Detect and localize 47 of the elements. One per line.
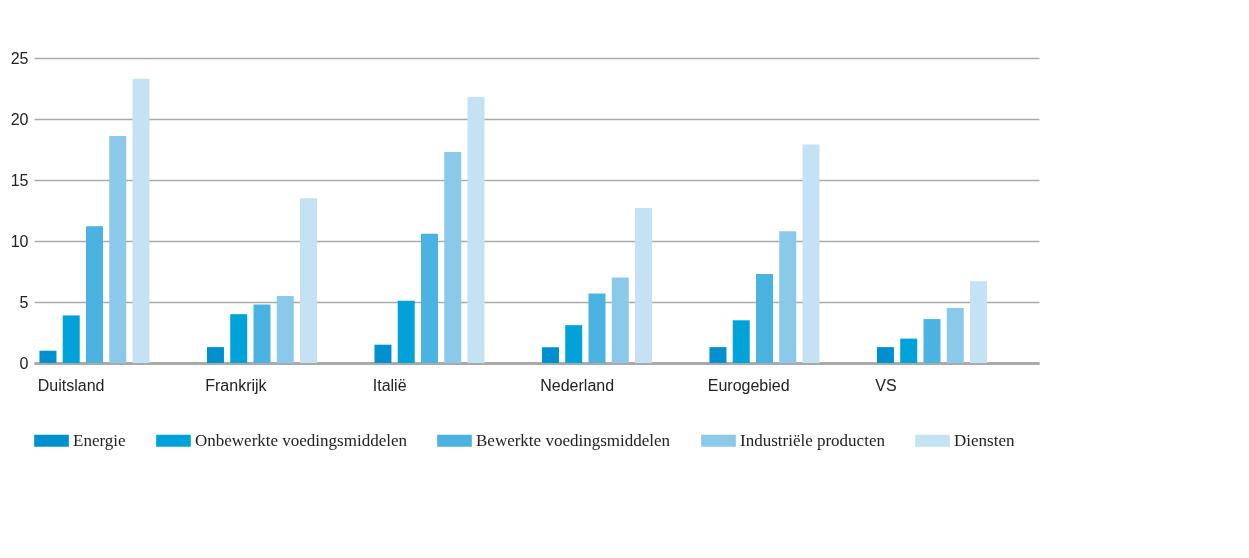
x-tick-label: VS (875, 376, 897, 394)
y-tick-label: 10 (10, 232, 29, 250)
legend-label: Diensten (954, 430, 1015, 450)
y-tick-label: 15 (10, 171, 29, 189)
bar (206, 347, 224, 363)
legend-label: Industriële producten (740, 430, 886, 450)
bar (611, 277, 629, 363)
bar (420, 233, 438, 363)
bar (635, 208, 653, 363)
legend-label: Energie (73, 430, 126, 450)
y-tick-label: 20 (10, 110, 29, 128)
bar (109, 136, 127, 363)
x-tick-label: Duitsland (37, 376, 105, 394)
bar (565, 325, 583, 363)
y-tick-label: 0 (19, 354, 29, 372)
legend-label: Bewerkte voedingsmiddelen (476, 430, 671, 450)
bar (876, 347, 894, 363)
bar (923, 319, 941, 363)
bar (132, 78, 150, 363)
bar (709, 347, 727, 363)
bar (588, 293, 606, 363)
bar (374, 344, 392, 363)
bar (732, 320, 750, 363)
bar (946, 308, 964, 363)
y-tick-label: 25 (10, 49, 29, 67)
bar (970, 281, 988, 363)
bar (900, 338, 918, 363)
bar (779, 231, 797, 363)
x-tick-label: Eurogebied (707, 376, 790, 394)
bar (253, 304, 271, 363)
bar (397, 300, 415, 363)
bar (276, 295, 294, 363)
bar (62, 315, 80, 363)
x-tick-label: Italië (372, 376, 407, 394)
legend-label: Onbewerkte voedingsmiddelen (195, 430, 408, 450)
bar (541, 347, 559, 363)
bar (467, 97, 485, 363)
x-tick-label: Nederland (540, 376, 615, 394)
bar (230, 314, 248, 363)
bar (444, 151, 462, 363)
bar (802, 144, 820, 363)
bar (755, 273, 773, 363)
y-tick-label: 5 (19, 293, 29, 311)
bar (39, 350, 57, 363)
bar (85, 226, 103, 363)
bar (300, 198, 318, 363)
x-tick-label: Frankrijk (205, 376, 268, 394)
